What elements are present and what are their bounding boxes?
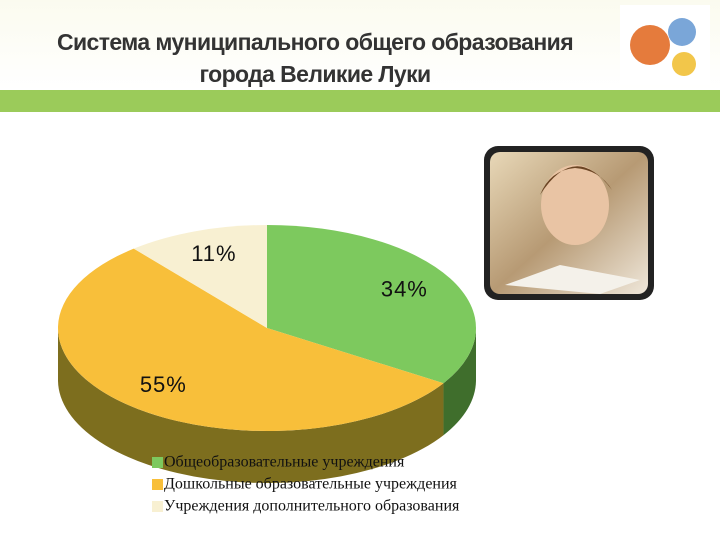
data-label: 55% — [140, 372, 187, 397]
legend-label: Общеобразовательные учреждения — [164, 454, 405, 471]
photo-figure — [505, 265, 640, 294]
photo-figure — [540, 166, 612, 195]
legend-swatch — [152, 457, 163, 468]
logo — [672, 52, 696, 76]
photo-figure — [541, 165, 609, 245]
legend-swatch — [152, 479, 163, 490]
slice — [267, 225, 476, 384]
header-stripe — [0, 90, 720, 112]
title: Система муниципального общего образовани… — [56, 29, 574, 87]
slice-side — [58, 328, 444, 483]
slice-side — [443, 328, 476, 436]
legend-label: Учреждения дополнительного образования — [164, 498, 460, 515]
data-label: 34% — [381, 277, 428, 302]
legend-swatch — [152, 501, 163, 512]
data-label: 11% — [191, 241, 236, 266]
header-band — [0, 0, 720, 90]
legend-label: Дошкольные образовательные учреждения — [164, 476, 458, 493]
logo — [668, 18, 696, 46]
slice — [133, 225, 267, 328]
slice — [57, 248, 444, 432]
logo — [630, 25, 670, 65]
